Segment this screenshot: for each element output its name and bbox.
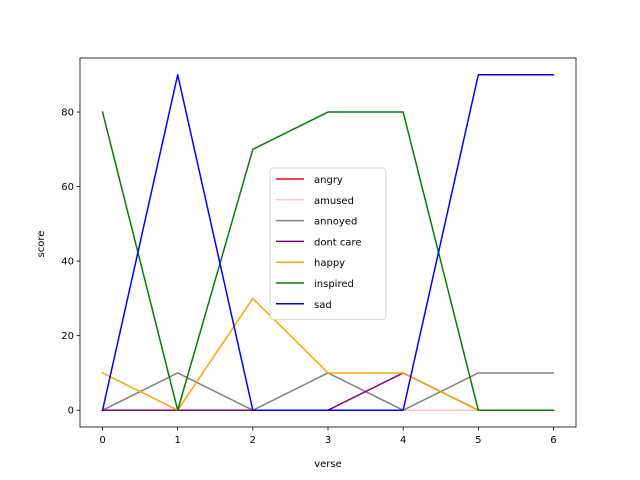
x-tick-label: 2	[250, 435, 256, 446]
x-tick-label: 4	[400, 435, 406, 446]
legend-label: amused	[314, 196, 354, 207]
legend-box	[269, 167, 387, 321]
series-line-sad	[101, 74, 555, 412]
y-tick-label: 40	[61, 257, 74, 268]
legend-label: angry	[314, 175, 343, 186]
x-axis-label: verse	[314, 459, 342, 470]
x-tick-label: 6	[550, 435, 556, 446]
x-tick-label: 0	[99, 435, 105, 446]
legend: angry amused annoyed dont care happy inspired…	[269, 167, 387, 321]
x-tick-label: 3	[325, 435, 331, 446]
legend-label: dont care	[314, 237, 362, 248]
y-tick-label: 0	[68, 406, 74, 417]
legend-label: inspired	[314, 279, 354, 290]
y-axis-label: score	[36, 231, 47, 258]
y-tick-label: 80	[61, 108, 74, 119]
series-line-inspired	[101, 111, 555, 411]
legend-label: happy	[314, 258, 345, 269]
y-tick-label: 20	[61, 331, 74, 342]
legend-label: annoyed	[314, 217, 357, 228]
y-tick-label: 60	[61, 182, 74, 193]
x-tick-label: 5	[475, 435, 481, 446]
legend-label: sad	[314, 300, 332, 311]
plot-area	[101, 74, 555, 412]
x-tick-label: 1	[175, 435, 181, 446]
